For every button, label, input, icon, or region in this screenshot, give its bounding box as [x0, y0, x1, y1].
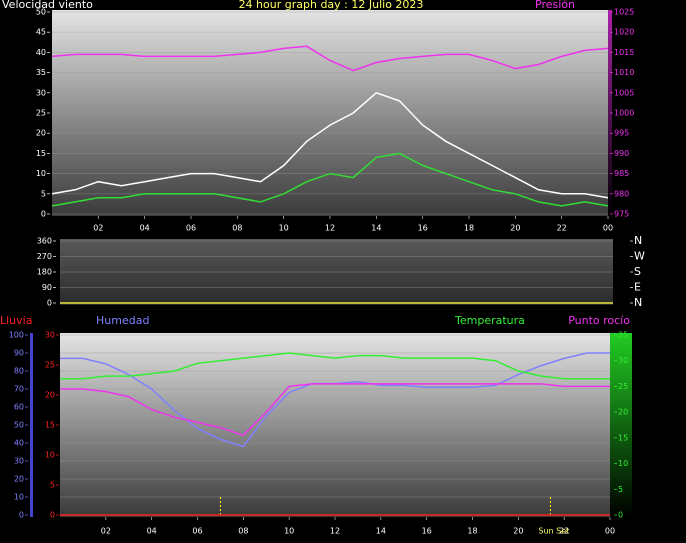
x-tick-label: 00 [605, 527, 615, 536]
x-tick-label: 06 [186, 224, 196, 233]
y2-tick-label: 1005 [614, 88, 634, 97]
x-tick-label: 04 [140, 224, 150, 233]
y2-tick-label: E [634, 281, 641, 294]
y2-tick-label: 990 [614, 149, 629, 158]
legend-label: Temperatura [454, 314, 525, 327]
x-tick-label: 12 [325, 224, 335, 233]
x-tick-label: 02 [101, 527, 111, 536]
y-tick-label: 180 [37, 268, 52, 277]
axis-strip [30, 333, 33, 517]
y3-tick-label: 25 [45, 361, 55, 370]
legend-label: Humedad [96, 314, 149, 327]
x-tick-label: 06 [192, 527, 202, 536]
x-tick-label: 18 [467, 527, 477, 536]
y2-axis-label: Presión [535, 0, 575, 11]
y3-tick-label: 0 [50, 511, 55, 520]
y3-tick-label: 15 [45, 421, 55, 430]
annotation: Sun Set [538, 527, 569, 536]
y2-tick-label: 980 [614, 189, 629, 198]
y-tick-label: 5 [41, 189, 46, 198]
y-tick-label: 20 [36, 129, 46, 138]
y3-tick-label: 5 [50, 481, 55, 490]
x-tick-label: 22 [557, 224, 567, 233]
y2-tick-label: 5 [618, 485, 623, 494]
y2-tick-label: 15 [618, 433, 628, 442]
y2-tick-label: 30 [618, 356, 628, 365]
x-tick-label: 16 [422, 527, 432, 536]
y-tick-label: 30 [14, 457, 24, 466]
y-tick-label: 270 [37, 252, 52, 261]
y2-tick-label: 1000 [614, 109, 634, 118]
y2-tick-label: N [634, 296, 642, 309]
legend-label: Lluvia [0, 314, 32, 327]
x-tick-label: 20 [510, 224, 520, 233]
y2-tick-label: 1020 [614, 28, 634, 37]
y2-tick-label: W [634, 250, 645, 263]
y-tick-label: 0 [41, 210, 46, 219]
x-tick-label: 14 [376, 527, 386, 536]
y2-tick-label: 995 [614, 129, 629, 138]
series-line [60, 383, 610, 437]
y2-tick-label: 1010 [614, 68, 634, 77]
y-tick-label: 35 [36, 68, 46, 77]
y2-tick-label: 20 [618, 408, 628, 417]
y2-tick-label: 25 [618, 382, 628, 391]
x-tick-label: 18 [464, 224, 474, 233]
y2-tick-label: 1025 [614, 8, 634, 17]
y-tick-label: 25 [36, 109, 46, 118]
x-tick-label: 14 [371, 224, 381, 233]
x-tick-label: 04 [147, 527, 157, 536]
y-tick-label: 20 [14, 475, 24, 484]
y2-tick-label: 35 [618, 331, 628, 340]
y-tick-label: 40 [36, 48, 46, 57]
y3-tick-label: 10 [45, 451, 55, 460]
series-line [51, 45, 609, 72]
x-tick-label: 08 [232, 224, 242, 233]
y2-tick-label: 985 [614, 169, 629, 178]
y-tick-label: 30 [36, 88, 46, 97]
x-tick-label: 22 [559, 527, 569, 536]
x-tick-label: 20 [513, 527, 523, 536]
x-tick-label: 10 [284, 527, 294, 536]
y-tick-label: 100 [9, 331, 24, 340]
y2-tick-label: S [634, 265, 641, 278]
y-tick-label: 90 [42, 283, 52, 292]
y-tick-label: 50 [14, 421, 24, 430]
y-tick-label: 60 [14, 403, 24, 412]
y-tick-label: 10 [14, 493, 24, 502]
x-tick-label: 12 [330, 527, 340, 536]
x-tick-label: 16 [418, 224, 428, 233]
y-tick-label: 45 [36, 28, 46, 37]
y-tick-label: 50 [36, 8, 46, 17]
y-tick-label: 360 [37, 237, 52, 246]
y-tick-label: 10 [36, 169, 46, 178]
series-line [60, 352, 610, 380]
y-tick-label: 70 [14, 385, 24, 394]
y-tick-label: 90 [14, 349, 24, 358]
x-tick-label: 08 [238, 527, 248, 536]
y-tick-label: 40 [14, 439, 24, 448]
chart-title: 24 hour graph day : 12 Julio 2023 [239, 0, 424, 11]
x-tick-label: 02 [93, 224, 103, 233]
y-tick-label: 15 [36, 149, 46, 158]
y2-tick-label: 1015 [614, 48, 634, 57]
legend-label: Punto rocío [568, 314, 630, 327]
x-tick-label: 10 [279, 224, 289, 233]
x-tick-label: 00 [603, 224, 613, 233]
y2-tick-label: N [634, 234, 642, 247]
y3-tick-label: 30 [45, 331, 55, 340]
y-tick-label: 80 [14, 367, 24, 376]
y-axis-label: Velocidad viento [2, 0, 93, 11]
series-line [51, 152, 609, 207]
axis-strip [610, 333, 632, 517]
y2-tick-label: 0 [618, 511, 623, 520]
y2-tick-label: 975 [614, 210, 629, 219]
y2-tick-label: 10 [618, 459, 628, 468]
y3-tick-label: 20 [45, 391, 55, 400]
series-line [51, 91, 609, 199]
y-tick-label: 0 [19, 511, 24, 520]
y-tick-label: 0 [47, 299, 52, 308]
